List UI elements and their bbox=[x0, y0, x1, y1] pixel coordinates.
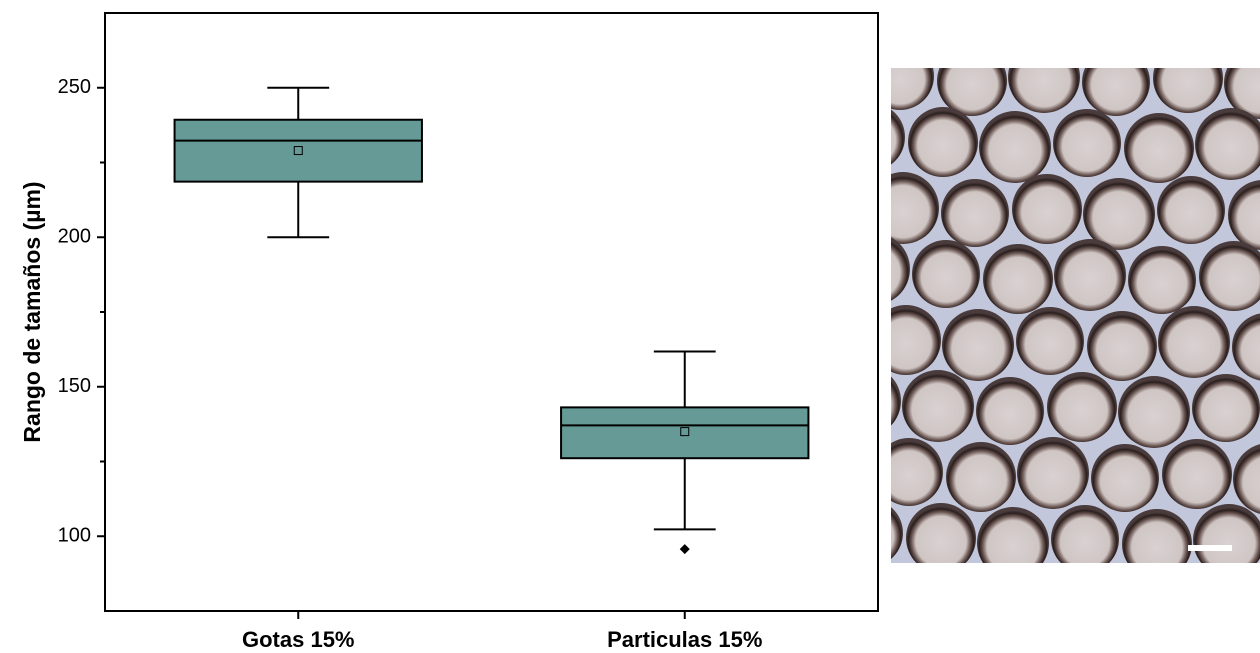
y-tick-label: 250 bbox=[58, 76, 91, 98]
droplet bbox=[866, 42, 934, 110]
y-tick-label: 150 bbox=[58, 375, 91, 397]
droplet bbox=[977, 507, 1049, 579]
droplet bbox=[1153, 43, 1223, 113]
droplet bbox=[1083, 178, 1155, 250]
droplet bbox=[875, 438, 943, 506]
droplet bbox=[912, 240, 980, 308]
droplet bbox=[835, 499, 903, 567]
droplet bbox=[796, 168, 866, 238]
droplet bbox=[1192, 374, 1260, 442]
droplet bbox=[1016, 307, 1084, 375]
droplet bbox=[1054, 239, 1126, 311]
droplet bbox=[976, 377, 1044, 445]
plot-frame bbox=[105, 13, 878, 611]
droplet bbox=[838, 233, 910, 305]
droplet bbox=[1053, 109, 1121, 177]
droplet bbox=[1091, 444, 1159, 512]
droplet bbox=[1162, 439, 1232, 509]
droplet bbox=[1124, 113, 1194, 183]
droplet bbox=[979, 111, 1051, 183]
droplet bbox=[1157, 176, 1225, 244]
droplet bbox=[1128, 246, 1196, 314]
droplet bbox=[1122, 509, 1192, 579]
outlier bbox=[680, 544, 690, 554]
droplet bbox=[983, 244, 1053, 314]
chart: Rango de tamaños (µm) 100 150 200 250 Gotas … bbox=[0, 0, 1260, 653]
droplet bbox=[837, 103, 905, 171]
droplet bbox=[941, 179, 1009, 247]
box bbox=[561, 407, 808, 458]
droplet bbox=[937, 46, 1007, 116]
droplet bbox=[946, 442, 1016, 512]
y-tick-label: 200 bbox=[58, 226, 91, 248]
droplet bbox=[800, 301, 868, 369]
y-tick-label: 100 bbox=[58, 525, 91, 547]
x-tick-label: Particulas 15% bbox=[607, 627, 762, 652]
droplet bbox=[1012, 174, 1082, 244]
scale-bar bbox=[1188, 545, 1232, 551]
droplet bbox=[1118, 376, 1190, 448]
box bbox=[175, 120, 422, 182]
droplet bbox=[831, 366, 901, 436]
droplet bbox=[1082, 48, 1150, 116]
droplet bbox=[1047, 372, 1117, 442]
y-axis-label: Rango de tamaños (µm) bbox=[19, 181, 45, 442]
droplet bbox=[942, 309, 1014, 381]
droplet bbox=[1017, 437, 1089, 509]
x-tick-label: Gotas 15% bbox=[242, 627, 355, 652]
droplet bbox=[795, 38, 861, 104]
droplet bbox=[906, 503, 976, 573]
droplet bbox=[1008, 41, 1080, 113]
droplet bbox=[1051, 505, 1119, 573]
droplet bbox=[801, 431, 873, 503]
droplet bbox=[1087, 311, 1157, 381]
droplet bbox=[871, 305, 941, 375]
droplet bbox=[908, 107, 978, 177]
droplet bbox=[902, 370, 974, 442]
droplet bbox=[1158, 306, 1230, 378]
micrograph bbox=[795, 38, 1260, 579]
